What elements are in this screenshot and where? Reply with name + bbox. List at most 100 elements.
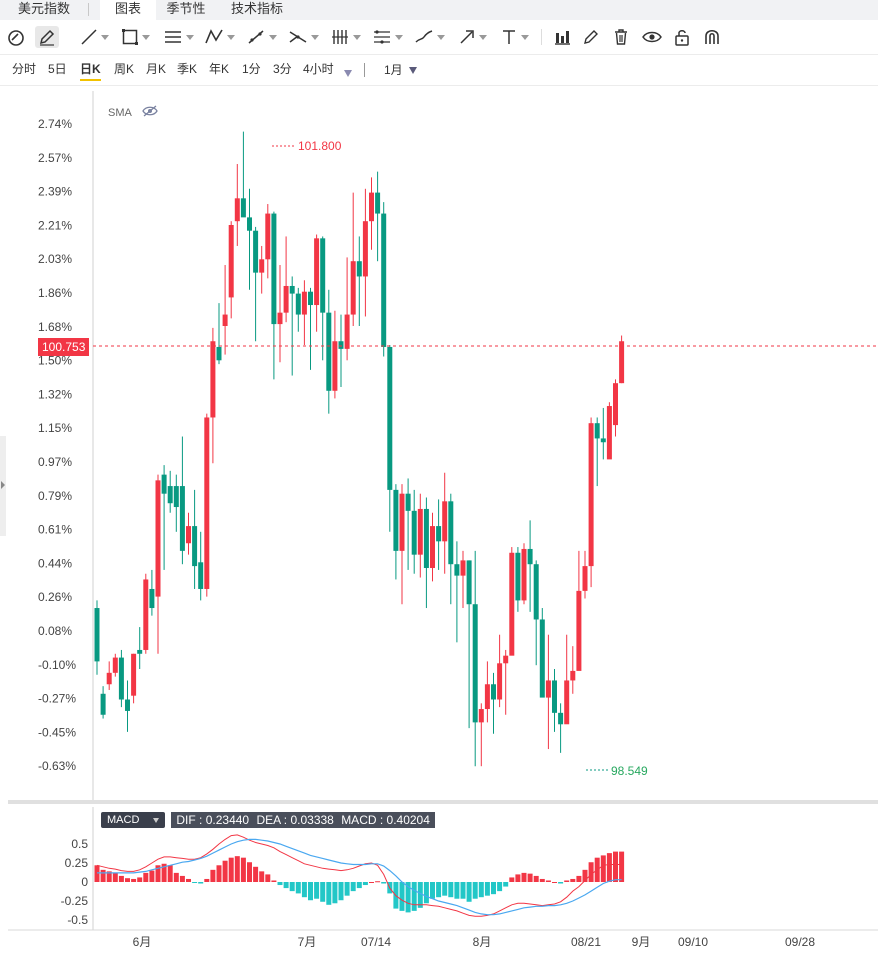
period-5day[interactable]: 5日 bbox=[48, 62, 67, 76]
candle-body bbox=[167, 486, 173, 504]
candle-body bbox=[619, 341, 625, 384]
candle-body bbox=[478, 709, 484, 723]
candle bbox=[466, 560, 472, 729]
period-divider bbox=[364, 63, 365, 77]
lock-icon[interactable] bbox=[673, 26, 691, 48]
candle bbox=[613, 379, 618, 437]
price-tick-label: 2.74% bbox=[38, 117, 72, 131]
eye-icon[interactable] bbox=[641, 26, 663, 48]
candle-body bbox=[94, 608, 100, 662]
tab-bar: 美元指数 图表 季节性 技术指标 bbox=[0, 0, 878, 20]
candle-body bbox=[558, 712, 564, 725]
candle bbox=[155, 474, 161, 654]
edit-icon[interactable] bbox=[582, 26, 600, 48]
candle bbox=[460, 550, 466, 609]
period-yearly[interactable]: 年K bbox=[209, 62, 230, 76]
candle bbox=[234, 164, 240, 246]
time-tick-label: 8月 bbox=[473, 935, 492, 949]
period-1min[interactable]: 1分 bbox=[242, 62, 261, 76]
magnet-u-icon[interactable] bbox=[703, 26, 721, 48]
candle-body bbox=[186, 526, 191, 544]
candle bbox=[338, 314, 344, 387]
macd-values: DIF : 0.23440 DEA : 0.03338 MACD : 0.402… bbox=[171, 812, 435, 828]
candle bbox=[186, 512, 191, 555]
range-select-value: 1月 bbox=[384, 63, 403, 77]
candle bbox=[582, 550, 588, 599]
more-periods-dropdown[interactable] bbox=[344, 64, 352, 82]
candle bbox=[253, 226, 259, 342]
vertical-lines-icon[interactable] bbox=[330, 26, 361, 48]
candle bbox=[515, 547, 521, 612]
candle-body bbox=[277, 312, 283, 325]
macd-bar bbox=[240, 857, 246, 882]
candle bbox=[606, 402, 612, 460]
tab-dollar-index[interactable]: 美元指数 bbox=[17, 1, 70, 16]
macd-bar bbox=[210, 869, 216, 882]
macd-bar bbox=[277, 882, 283, 886]
arrow-icon[interactable] bbox=[458, 26, 487, 48]
macd-bar bbox=[253, 866, 259, 882]
candle bbox=[497, 634, 503, 708]
text-icon[interactable] bbox=[500, 26, 529, 48]
pencil-icon[interactable] bbox=[35, 26, 59, 48]
trend-line-icon[interactable] bbox=[80, 26, 109, 48]
tab-seasonality[interactable]: 季节性 bbox=[166, 1, 206, 16]
macd-bar bbox=[600, 855, 606, 882]
candle bbox=[558, 703, 564, 753]
horizontal-lines-icon[interactable] bbox=[163, 26, 194, 48]
period-quarterly[interactable]: 季K bbox=[177, 62, 198, 76]
macd-bar bbox=[198, 882, 204, 884]
price-tick-label: -0.45% bbox=[38, 725, 76, 739]
macd-bar bbox=[271, 880, 277, 882]
candle-body bbox=[460, 560, 466, 576]
candle bbox=[576, 550, 582, 671]
macd-indicator-button[interactable]: MACD bbox=[101, 812, 166, 828]
candle-body bbox=[381, 213, 387, 347]
rectangle-icon[interactable] bbox=[121, 26, 150, 48]
candle-body bbox=[405, 493, 411, 511]
candle-body bbox=[576, 590, 582, 671]
macd-bar bbox=[405, 882, 411, 913]
magnet-icon[interactable] bbox=[6, 26, 26, 48]
candle bbox=[491, 672, 496, 734]
bar-chart-icon[interactable] bbox=[552, 26, 572, 48]
brush-icon[interactable] bbox=[414, 26, 445, 48]
price-tick-label: 1.32% bbox=[38, 387, 72, 401]
candle-body bbox=[356, 261, 362, 277]
candle bbox=[320, 236, 326, 361]
range-select[interactable]: 1月 bbox=[384, 61, 417, 78]
macd-bar bbox=[491, 882, 496, 895]
candle bbox=[600, 407, 606, 460]
macd-dif-value: DIF : 0.23440 bbox=[176, 813, 250, 827]
side-panel-handle[interactable] bbox=[0, 436, 6, 536]
price-tick-label: 1.15% bbox=[38, 421, 72, 435]
macd-tick-label: 0.5 bbox=[71, 837, 88, 851]
macd-bar bbox=[436, 882, 442, 898]
parallel-channel-icon[interactable] bbox=[372, 26, 403, 48]
fib-icon[interactable] bbox=[288, 26, 319, 48]
macd-bar bbox=[234, 856, 240, 882]
period-intraday[interactable]: 分时 bbox=[12, 62, 37, 76]
candle bbox=[228, 221, 234, 319]
trash-icon[interactable] bbox=[612, 26, 630, 48]
eye-slash-icon[interactable] bbox=[142, 104, 158, 122]
macd-bar bbox=[186, 878, 191, 882]
price-tick-label: 2.57% bbox=[38, 151, 72, 165]
candle-body bbox=[582, 566, 588, 591]
candle bbox=[448, 493, 454, 605]
period-3min[interactable]: 3分 bbox=[273, 62, 292, 76]
tab-technical-indicators[interactable]: 技术指标 bbox=[230, 1, 283, 16]
chart-area[interactable]: 2.74% 2.57% 2.39% 2.21% 2.03% 1.86% 1.68% 1.50%… bbox=[0, 86, 878, 962]
period-4hour[interactable]: 4小时 bbox=[303, 62, 334, 76]
pattern-icon[interactable] bbox=[204, 26, 235, 48]
macd-bar bbox=[289, 882, 295, 892]
tab-chart[interactable]: 图表 bbox=[100, 0, 156, 20]
candle bbox=[106, 661, 112, 690]
candle bbox=[472, 550, 478, 767]
candle bbox=[509, 547, 515, 656]
period-daily[interactable]: 日K bbox=[80, 61, 101, 81]
candle-body bbox=[552, 680, 557, 713]
period-weekly[interactable]: 周K bbox=[114, 62, 135, 76]
period-monthly[interactable]: 月K bbox=[146, 62, 167, 76]
measure-icon[interactable] bbox=[246, 26, 277, 48]
